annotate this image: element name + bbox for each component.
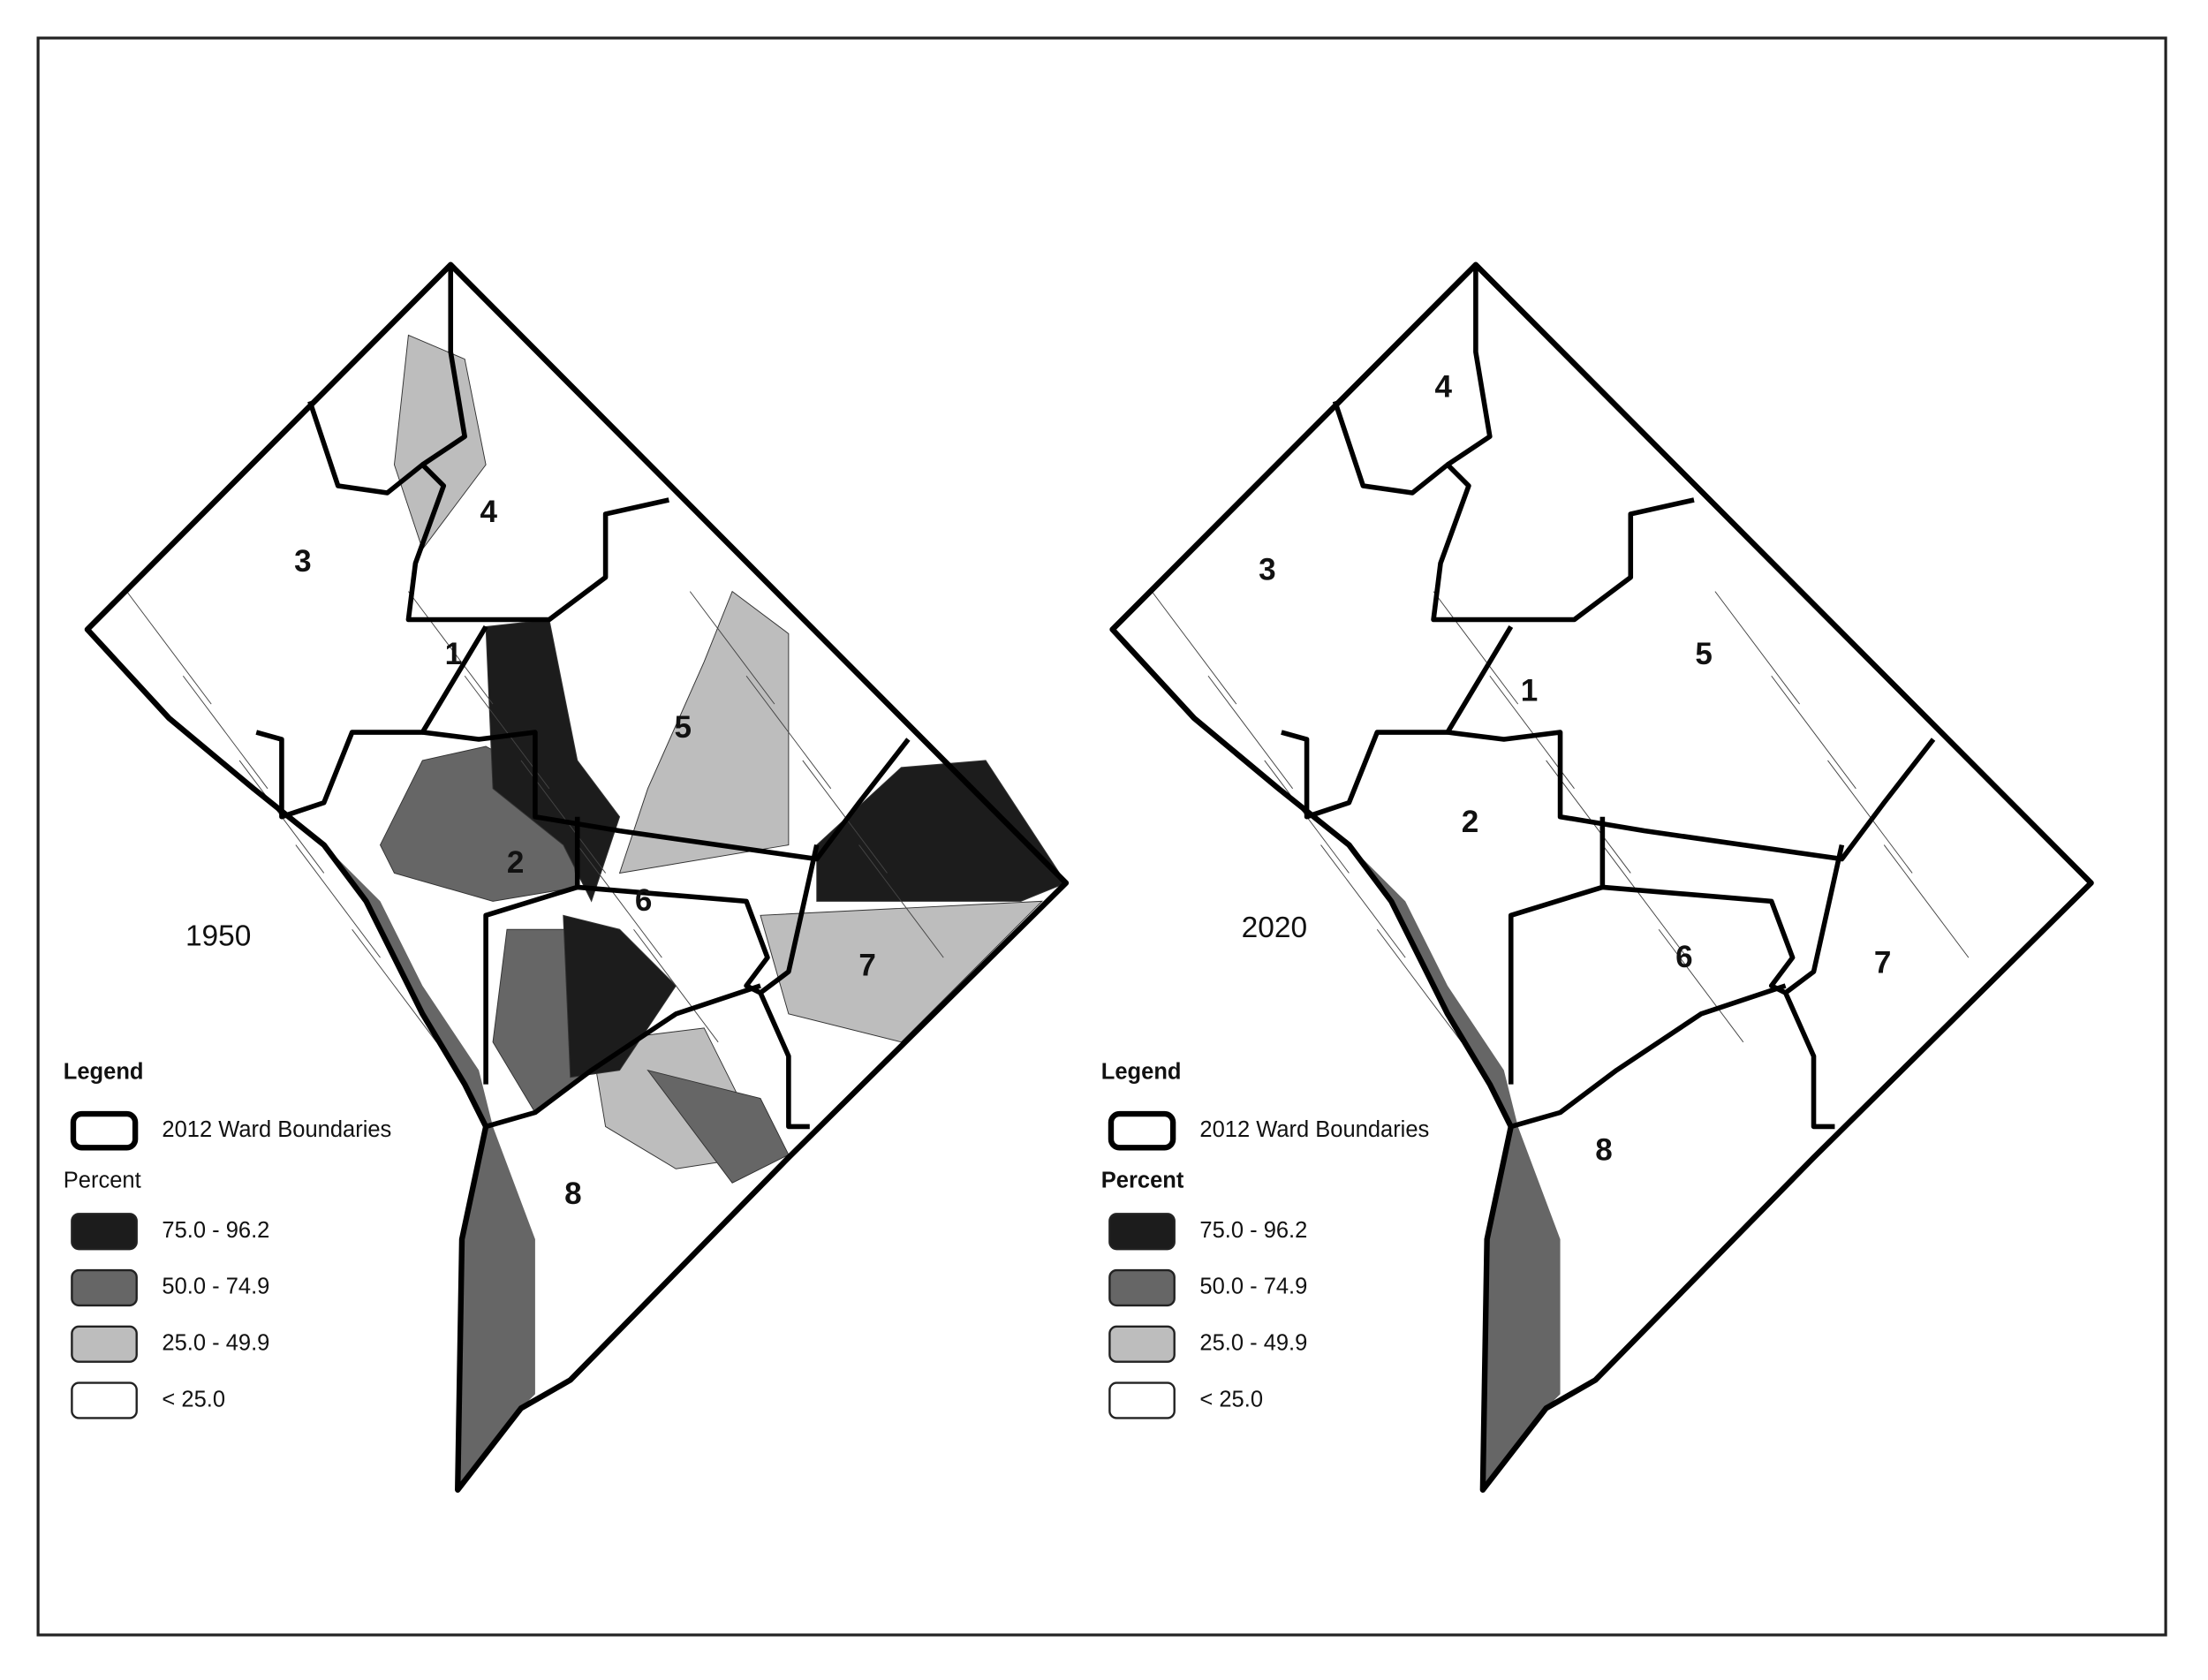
ward-label: 3 — [1259, 553, 1276, 587]
tract-line — [1320, 844, 1406, 958]
tract-line — [1376, 928, 1463, 1043]
legend-label: 75.0 - 96.2 — [162, 1218, 269, 1243]
ward-boundary — [1508, 816, 1606, 1085]
ward-boundary — [1602, 844, 1845, 995]
ward-boundary — [758, 991, 810, 1130]
class-swatch — [71, 1268, 138, 1307]
ward-label: 4 — [480, 495, 498, 529]
ward-label: 8 — [564, 1177, 582, 1211]
tract-line — [1771, 675, 1856, 790]
ward-boundary — [1332, 400, 1695, 623]
class-swatch — [71, 1213, 138, 1251]
tract-line — [182, 675, 268, 790]
class-swatch — [1108, 1268, 1176, 1307]
tract-line — [633, 928, 719, 1043]
legend: Legend 2012 Ward Boundaries Percent 75.0 - … — [1101, 1060, 1429, 1419]
shaded-region — [485, 618, 621, 903]
tract-line — [352, 928, 437, 1043]
legend-title: Legend — [1101, 1060, 1182, 1085]
legend: Legend 2012 Ward Boundaries Percent 75.0 - … — [64, 1060, 391, 1419]
ward-label: 1 — [1521, 674, 1539, 708]
tract-line — [802, 760, 888, 874]
class-swatch — [71, 1381, 138, 1419]
year-label: 1950 — [185, 920, 251, 953]
ward-boundary — [1783, 991, 1835, 1130]
ward-boundary — [420, 264, 467, 467]
tract-line — [1658, 928, 1744, 1043]
ward-label: 5 — [675, 710, 692, 745]
tract-line — [1883, 844, 1970, 958]
ward-label: 1 — [445, 637, 463, 671]
tract-line — [1714, 591, 1800, 705]
ward-boundary — [1509, 983, 1787, 1130]
tract-line — [1601, 844, 1688, 958]
tract-line — [1151, 591, 1237, 705]
legend-label: < 25.0 — [162, 1387, 225, 1411]
tract-line — [577, 844, 662, 958]
legend-subtitle: Percent — [1101, 1168, 1184, 1192]
legend-label: 50.0 - 74.9 — [162, 1275, 269, 1299]
ward-boundary — [1446, 264, 1493, 467]
ward-label: 2 — [507, 845, 525, 880]
shaded-region — [393, 334, 487, 550]
tract-line — [408, 591, 494, 705]
legend-label: < 25.0 — [1199, 1387, 1263, 1411]
ward-label: 7 — [858, 949, 876, 983]
legend-label: 50.0 - 74.9 — [1199, 1275, 1307, 1299]
boundary-swatch — [1108, 1110, 1176, 1151]
tract-line — [858, 844, 944, 958]
class-swatch — [71, 1325, 138, 1363]
legend-label: 25.0 - 49.9 — [162, 1330, 269, 1355]
ward-label: 8 — [1595, 1132, 1613, 1167]
tract-line — [745, 675, 832, 790]
ward-label: 6 — [1675, 940, 1693, 974]
tract-line — [689, 591, 775, 705]
tract-line — [1433, 591, 1519, 705]
river-area — [1349, 844, 1561, 1490]
class-swatch — [1108, 1325, 1176, 1363]
district-outline — [84, 261, 1070, 1493]
ward-label: 2 — [1462, 805, 1479, 839]
ward-label: 4 — [1434, 369, 1452, 404]
map: 1 2 3 4 5 6 7 8 — [84, 261, 1070, 1493]
class-swatch — [1108, 1213, 1176, 1251]
legend-title: Legend — [64, 1060, 144, 1085]
legend-label: 2012 Ward Boundaries — [162, 1117, 391, 1142]
tract-line — [295, 844, 381, 958]
map: 1 2 3 4 5 6 7 8 — [1109, 261, 2094, 1493]
legend-label: 75.0 - 96.2 — [1199, 1218, 1307, 1243]
legend-subtitle: Percent — [64, 1168, 141, 1192]
ward-boundary — [577, 844, 820, 995]
river-area — [323, 844, 535, 1490]
tract-line — [1207, 675, 1294, 790]
ward-boundary — [307, 400, 669, 623]
year-label: 2020 — [1242, 912, 1307, 944]
shaded-region — [563, 914, 677, 1078]
district-outline — [1109, 261, 2094, 1493]
tract-line — [1827, 760, 1913, 874]
shaded-region — [618, 590, 790, 874]
boundary-swatch — [70, 1110, 139, 1151]
class-swatch — [1108, 1381, 1176, 1419]
ward-label: 3 — [294, 544, 312, 579]
legend-label: 2012 Ward Boundaries — [1199, 1117, 1429, 1142]
ward-label: 5 — [1695, 637, 1713, 671]
ward-label: 7 — [1874, 945, 1892, 980]
ward-label: 6 — [635, 883, 653, 918]
legend-label: 25.0 - 49.9 — [1199, 1330, 1307, 1355]
ward-boundary — [483, 816, 580, 1085]
ward-boundary — [485, 983, 761, 1130]
tract-line — [126, 591, 212, 705]
